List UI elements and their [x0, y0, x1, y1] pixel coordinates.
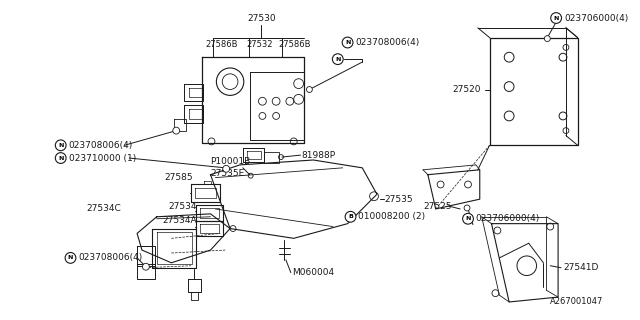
Text: 27541D: 27541D	[563, 263, 598, 272]
Text: 023706000(4): 023706000(4)	[564, 13, 628, 22]
Text: 023708006(4): 023708006(4)	[78, 253, 143, 262]
Text: N: N	[68, 255, 73, 260]
Circle shape	[223, 165, 230, 172]
Text: 81988P: 81988P	[301, 151, 336, 160]
Text: 023706000(4): 023706000(4)	[476, 214, 540, 223]
Text: 27530: 27530	[247, 13, 276, 22]
Circle shape	[307, 87, 312, 92]
Circle shape	[143, 263, 149, 270]
Text: N: N	[465, 216, 470, 221]
Circle shape	[551, 13, 561, 23]
Text: 023708006(4): 023708006(4)	[355, 38, 420, 47]
Circle shape	[55, 140, 66, 151]
Text: 27520: 27520	[452, 85, 481, 94]
Circle shape	[345, 212, 356, 222]
Circle shape	[545, 36, 550, 42]
Text: N: N	[335, 57, 340, 62]
Text: N: N	[58, 143, 63, 148]
Text: 27534: 27534	[168, 203, 197, 212]
Circle shape	[464, 205, 470, 211]
Text: 27586B: 27586B	[205, 40, 238, 49]
Text: 27525: 27525	[423, 202, 451, 211]
Text: B: B	[348, 214, 353, 219]
Text: N: N	[58, 156, 63, 161]
Circle shape	[463, 213, 474, 224]
Text: 27532: 27532	[247, 40, 273, 49]
Circle shape	[55, 153, 66, 164]
Text: P10001B: P10001B	[211, 157, 251, 166]
Text: A267001047: A267001047	[550, 298, 603, 307]
Text: 27585: 27585	[164, 173, 193, 182]
Text: 27534C: 27534C	[86, 204, 121, 213]
Text: 023710000 (1): 023710000 (1)	[68, 154, 136, 163]
Circle shape	[173, 127, 180, 134]
Circle shape	[332, 54, 343, 65]
Text: 27534A: 27534A	[163, 216, 197, 225]
Text: N: N	[345, 40, 350, 45]
Text: M060004: M060004	[292, 268, 334, 277]
Text: 27586B: 27586B	[278, 40, 310, 49]
Text: N: N	[554, 16, 559, 20]
Circle shape	[342, 37, 353, 48]
Text: 023708006(4): 023708006(4)	[68, 141, 132, 150]
Text: 010008200 (2): 010008200 (2)	[358, 212, 426, 221]
Circle shape	[65, 252, 76, 263]
Text: 27535: 27535	[385, 195, 413, 204]
Text: 27535E: 27535E	[211, 169, 244, 178]
